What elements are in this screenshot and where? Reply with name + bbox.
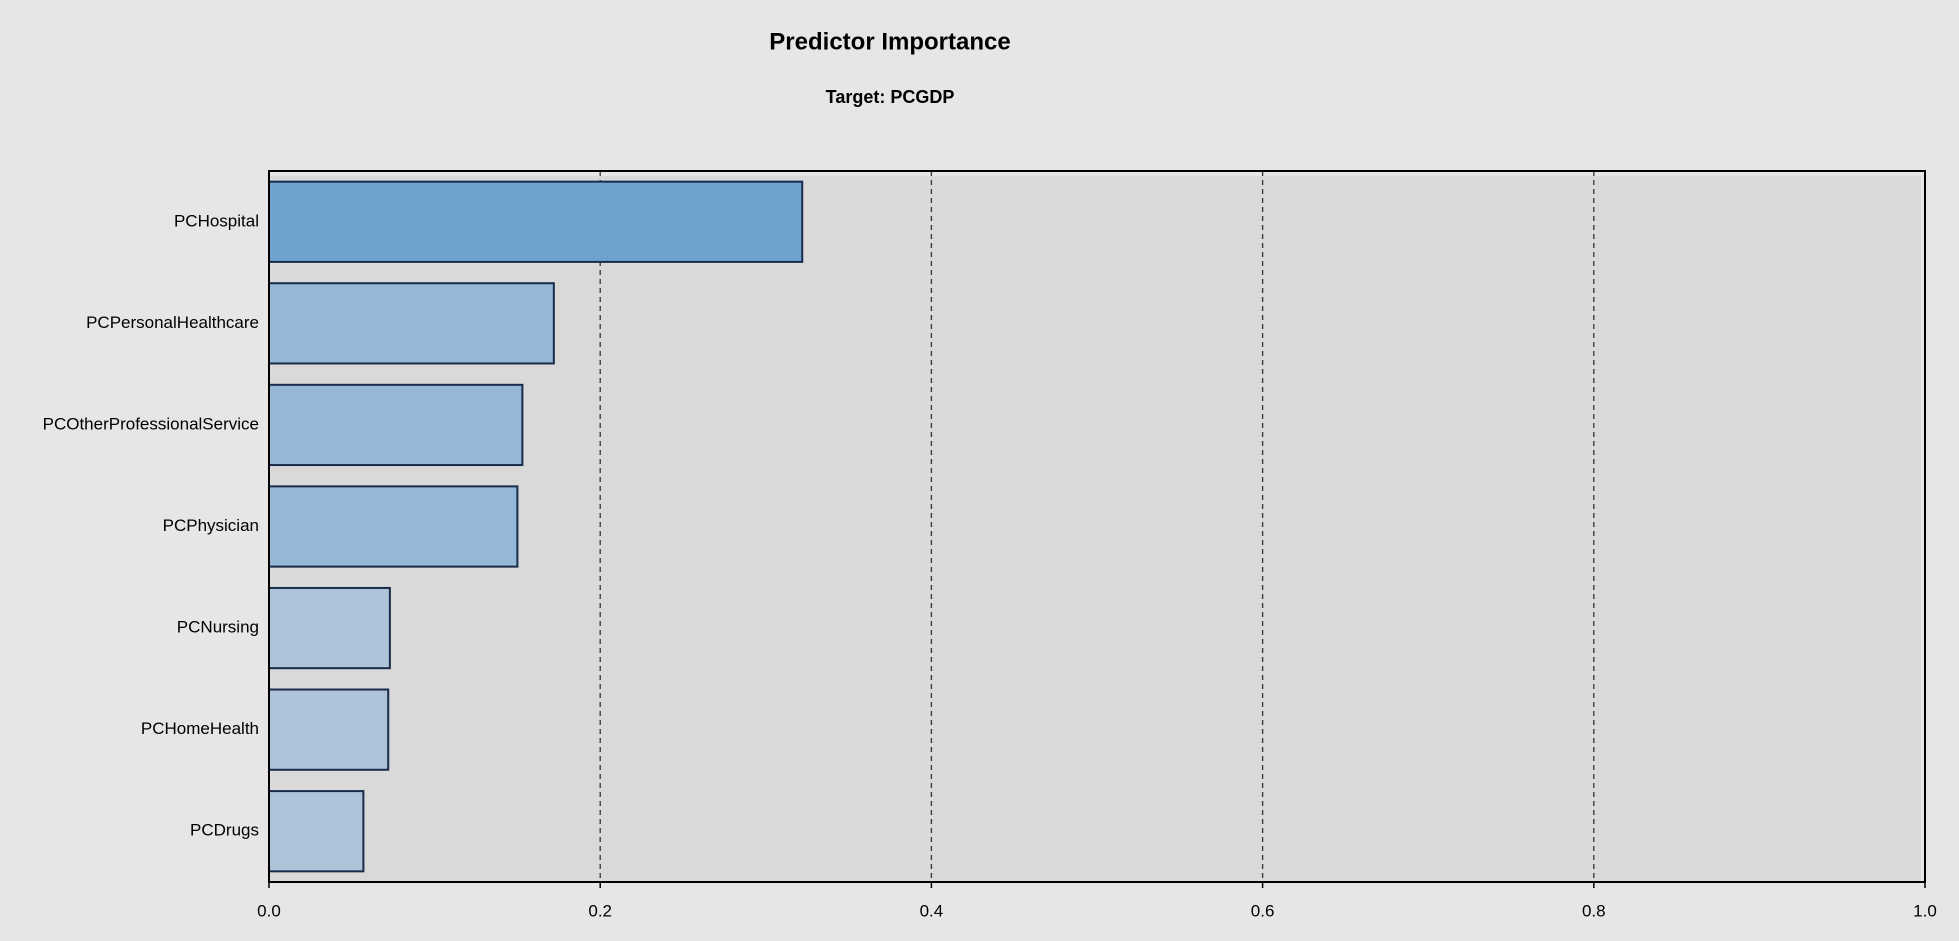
x-tick-label: 0.0 <box>257 901 281 920</box>
plot-frame <box>268 170 1926 883</box>
y-tick-label: PCNursing <box>177 618 259 637</box>
y-tick-label: PCHospital <box>174 211 259 230</box>
y-tick-label: PCPersonalHealthcare <box>86 313 259 332</box>
x-tick-label: 0.4 <box>920 901 944 920</box>
y-tick-label: PCHomeHealth <box>141 719 259 738</box>
y-tick-label: PCDrugs <box>190 821 259 840</box>
y-tick-label: PCPhysician <box>163 516 259 535</box>
x-tick-label: 0.2 <box>588 901 612 920</box>
y-tick-label: PCOtherProfessionalService <box>43 414 259 433</box>
x-tick-label: 0.6 <box>1251 901 1275 920</box>
bar <box>268 790 365 873</box>
bar <box>268 282 555 365</box>
x-tick-label: 0.8 <box>1582 901 1606 920</box>
bar <box>268 383 524 467</box>
chart-title: Predictor Importance <box>769 28 1010 55</box>
bar <box>268 688 390 771</box>
bar <box>268 485 519 568</box>
chart-subtitle: Target: PCGDP <box>826 87 955 107</box>
x-tick-label: 1.0 <box>1913 901 1937 920</box>
bar <box>268 180 804 263</box>
bar <box>268 586 391 670</box>
